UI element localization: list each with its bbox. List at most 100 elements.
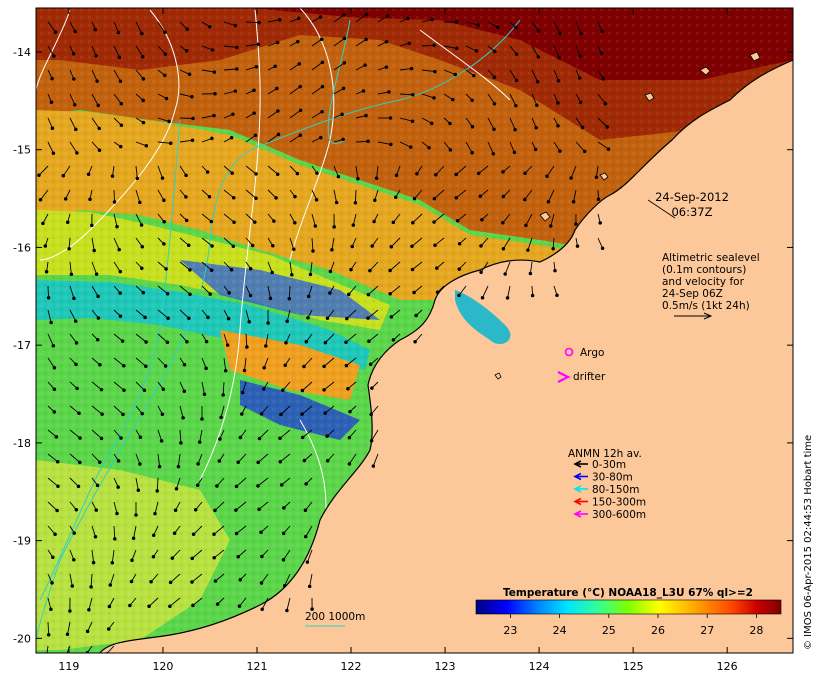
velocity-vector — [245, 189, 257, 199]
velocity-vector — [411, 237, 423, 247]
velocity-vector — [333, 38, 345, 47]
velocity-vector-head — [212, 113, 216, 118]
velocity-vector-head — [190, 95, 194, 99]
velocity-vectors — [37, 12, 611, 653]
velocity-vector-head — [50, 126, 55, 130]
velocity-vector — [553, 141, 561, 152]
velocity-vector-head — [185, 339, 189, 344]
velocity-vector — [201, 237, 213, 247]
velocity-vector-head — [512, 150, 517, 155]
anmn-arrowhead-icon — [573, 485, 582, 493]
velocity-vector-head — [599, 51, 604, 56]
velocity-vector — [47, 141, 54, 154]
velocity-vector-head — [574, 222, 578, 226]
velocity-vector-head — [140, 411, 144, 416]
velocity-vector — [421, 19, 433, 23]
velocity-vector-head — [128, 603, 132, 608]
velocity-vector-head — [292, 247, 296, 252]
velocity-vector-head — [87, 608, 91, 612]
velocity-vector-head — [70, 584, 75, 588]
velocity-vector-head — [238, 577, 243, 582]
anmn-label: 30-80m — [592, 472, 633, 484]
map-frame — [35, 7, 794, 654]
velocity-vector — [69, 453, 81, 463]
velocity-vector-head — [279, 483, 284, 487]
velocity-vector-head — [514, 52, 519, 56]
velocity-vector-head — [67, 246, 71, 251]
velocity-vector-head — [65, 220, 70, 224]
velocity-vector-head — [190, 556, 194, 561]
velocity-vector-head — [388, 116, 393, 120]
velocity-vector — [179, 261, 191, 271]
velocity-vector-head — [534, 125, 538, 130]
velocity-vector-head — [492, 101, 497, 106]
velocity-vector-head — [160, 176, 165, 180]
velocity-vector-head — [472, 73, 476, 78]
velocity-vector-head — [284, 341, 288, 345]
velocity-vector-head — [138, 435, 143, 440]
velocity-vector — [179, 405, 184, 418]
velocity-vector-head — [320, 110, 324, 114]
velocity-vector-head — [582, 149, 587, 154]
velocity-vector-head — [535, 79, 540, 84]
velocity-vector-head — [212, 532, 216, 537]
velocity-vector-head — [413, 340, 417, 344]
velocity-vector-head — [448, 121, 452, 126]
velocity-vector-head — [278, 17, 282, 22]
velocity-vector — [91, 549, 95, 563]
velocity-vector — [135, 69, 144, 80]
velocity-vector-head — [580, 125, 585, 130]
velocity-vector — [47, 21, 56, 33]
colorbar-tick-label: 24 — [553, 624, 567, 637]
velocity-vector-head — [113, 537, 117, 541]
velocity-vector-head — [275, 86, 279, 91]
velocity-vector-head — [49, 100, 54, 104]
velocity-vector-head — [455, 46, 459, 51]
argo-label: Argo — [580, 347, 604, 359]
velocity-vector — [376, 165, 379, 179]
timestamp-pointer — [647, 199, 676, 219]
velocity-vector-head — [256, 460, 260, 465]
velocity-vector — [372, 453, 379, 467]
velocity-vector — [157, 453, 161, 467]
velocity-vector-head — [209, 268, 214, 273]
velocity-vector — [433, 213, 445, 223]
lat-tick-label: -15 — [13, 144, 31, 157]
velocity-vector-head — [306, 294, 311, 299]
velocity-vector-head — [569, 176, 573, 180]
colorbar-title: Temperature (°C) NOAA18_L3U 67% ql>=2 — [503, 587, 753, 599]
velocity-vector-head — [213, 579, 218, 583]
velocity-vector-head — [295, 171, 300, 176]
velocity-vector-head — [179, 441, 183, 445]
velocity-vector-head — [93, 534, 98, 539]
velocity-vector-head — [187, 72, 192, 77]
velocity-vector-head — [197, 440, 202, 444]
velocity-vector-head — [342, 61, 347, 65]
velocity-vector — [157, 21, 166, 33]
velocity-vector — [524, 189, 533, 200]
velocity-vector — [245, 21, 260, 24]
velocity-vector — [223, 165, 233, 174]
velocity-vector-head — [174, 487, 179, 491]
velocity-vector — [390, 237, 401, 248]
velocity-vector — [399, 93, 413, 96]
velocity-vector-head — [318, 15, 323, 19]
velocity-vector — [157, 333, 168, 343]
velocity-vector-head — [298, 84, 302, 89]
land — [100, 10, 793, 653]
velocity-vector-head — [342, 13, 346, 17]
velocity-vector-head — [65, 632, 70, 637]
velocity-vector — [502, 213, 511, 224]
velocity-vector — [333, 165, 339, 177]
velocity-vector-head — [225, 343, 230, 347]
velocity-vector-head — [454, 172, 458, 177]
velocity-vector — [553, 69, 560, 81]
velocity-vector-head — [285, 608, 289, 613]
velocity-vector-head — [238, 435, 243, 440]
velocity-vector-head — [276, 132, 281, 137]
velocity-vector-head — [283, 363, 287, 368]
velocity-vector — [348, 285, 357, 295]
velocity-vector — [47, 501, 58, 511]
velocity-vector-head — [308, 272, 313, 277]
velocity-vector — [597, 237, 604, 249]
